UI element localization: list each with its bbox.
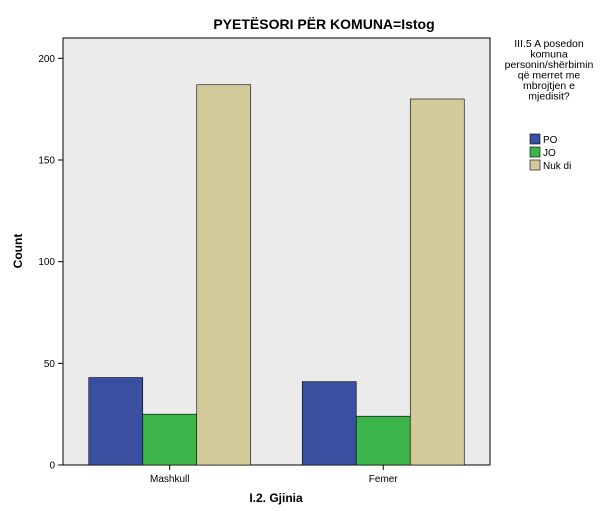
bar-nuk-di-mashkull [196, 84, 252, 466]
x-axis-label: I.2. Gjinia [249, 491, 303, 505]
x-tick-label: Femer [369, 474, 399, 485]
y-tick-label: 100 [38, 257, 55, 268]
legend-label: Nuk di [543, 161, 571, 172]
y-axis: 0 50 100 150 200 [38, 54, 63, 472]
legend-label: JO [543, 148, 556, 159]
chart-title: PYETËSORI PËR KOMUNA=Istog [213, 16, 434, 32]
bar-jo-femer [355, 415, 411, 466]
y-tick-label: 150 [38, 156, 55, 167]
legend-title-line: mjedisit? [528, 91, 570, 103]
legend-swatch-po [529, 133, 541, 145]
y-axis-label: Count [11, 234, 25, 269]
bar-nuk-di-femer [409, 98, 465, 466]
legend-title-line: që merret me [518, 70, 581, 82]
legend-swatch-jo [529, 146, 541, 158]
legend-title-line: III.5 A posedon [514, 38, 584, 50]
legend-title-line: komuna [530, 49, 568, 61]
y-tick-label: 200 [38, 54, 55, 65]
legend-swatch-nuk-di [529, 159, 541, 171]
y-tick-label: 50 [44, 359, 56, 370]
y-tick-label: 0 [49, 461, 55, 472]
legend-label: PO [543, 135, 558, 146]
legend-title-line: personin/shërbimin [505, 59, 594, 71]
x-axis: Mashkull Femer [150, 465, 398, 485]
bar-po-mashkull [88, 377, 144, 466]
bar-jo-mashkull [142, 413, 198, 466]
x-tick-label: Mashkull [150, 474, 189, 485]
legend-title-line: mbrojtjen e [523, 80, 575, 92]
legend: III.5 A posedonkomunapersonin/shërbiminq… [505, 38, 594, 172]
bar-po-femer [301, 381, 357, 466]
bars [88, 84, 465, 466]
